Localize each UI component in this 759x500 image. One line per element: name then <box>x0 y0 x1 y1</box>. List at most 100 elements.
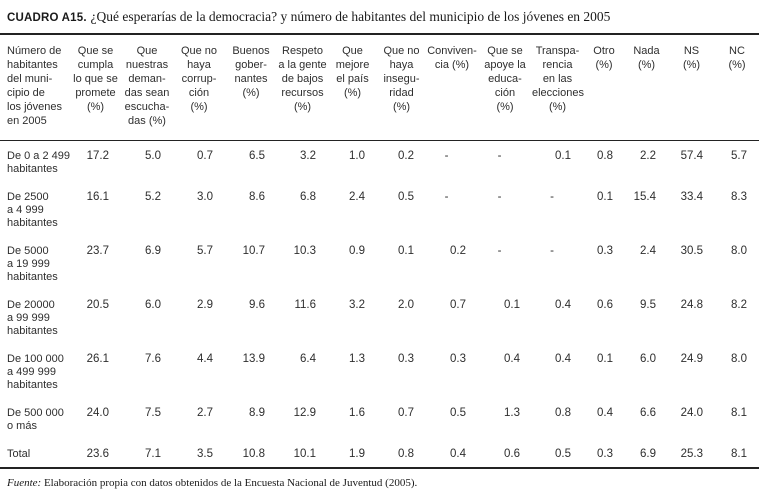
cell-value: 1.9 <box>349 448 365 460</box>
cell-value: 24.9 <box>680 353 703 365</box>
cell-value: 0.2 <box>398 150 414 162</box>
cell-value: 1.6 <box>349 407 365 419</box>
cell-value: - <box>497 245 502 257</box>
column-header: Otro (%) <box>583 34 625 141</box>
cell-value: 0.4 <box>597 407 613 419</box>
cell-value: 0.5 <box>555 448 571 460</box>
table-row: De 500 000 o más 24.0 7.5 2.7 8.9 12.9 1.6 0.7 0… <box>0 392 759 433</box>
cell-value: 2.9 <box>197 299 213 311</box>
source-label: Fuente: <box>7 477 42 489</box>
cell-value: 5.7 <box>197 245 213 257</box>
cell-value: 8.2 <box>731 299 747 311</box>
cell-value: 8.0 <box>731 245 747 257</box>
cell-value: 0.3 <box>597 245 613 257</box>
cell-value: 2.4 <box>349 191 365 203</box>
cell-value: 3.2 <box>349 299 365 311</box>
column-header: Buenos gober- nantes (%) <box>225 34 277 141</box>
cell-value: - <box>550 245 554 257</box>
table-number-label: CUADRO A15. <box>7 12 87 24</box>
cell-value: 23.7 <box>86 245 109 257</box>
cell-value: - <box>550 191 554 203</box>
column-header-rowlabel: Número de habitantes del muni- cipio de … <box>0 34 70 141</box>
cell-value: 6.0 <box>145 299 161 311</box>
column-header: Que se cumpla lo que se promete (%) <box>70 34 121 141</box>
cell-value: 57.4 <box>680 150 703 162</box>
cell-value: 0.6 <box>597 299 613 311</box>
cell-value: 3.5 <box>197 448 213 460</box>
cell-value: 0.6 <box>504 448 520 460</box>
cell-value: 6.0 <box>640 353 656 365</box>
cell-value: 0.5 <box>450 407 466 419</box>
table-row: De 20000 a 99 999 habitantes 20.5 6.0 2.9 9.… <box>0 284 759 338</box>
cell-value: 8.1 <box>731 448 747 460</box>
table-title-text: ¿Qué esperarías de la democracia? y núme… <box>90 9 611 24</box>
column-header: Nada (%) <box>625 34 668 141</box>
cell-value: 0.7 <box>197 150 213 162</box>
cell-value: 0.1 <box>504 299 520 311</box>
row-label: De 0 a 2 499 habitantes <box>7 150 70 175</box>
column-header: Que no haya corrup- ción (%) <box>173 34 225 141</box>
cell-value: 2.2 <box>640 150 656 162</box>
table-row: De 2500 a 4 999 habitantes 16.1 5.2 3.0 8.6 6… <box>0 176 759 230</box>
cell-value: 1.0 <box>349 150 365 162</box>
source-text: Elaboración propia con datos obtenidos d… <box>41 477 418 489</box>
cell-value: 0.1 <box>597 353 613 365</box>
table-body: De 0 a 2 499 habitantes 17.2 5.0 0.7 6.5 3.2 1… <box>0 141 759 469</box>
cell-value: 0.7 <box>450 299 466 311</box>
cell-value: 7.6 <box>145 353 161 365</box>
cell-value: 5.2 <box>145 191 161 203</box>
source-note: Fuente: Elaboración propia con datos obt… <box>0 469 759 500</box>
column-header: Transpa- rencia en las elecciones (%) <box>532 34 584 141</box>
cell-value: 0.9 <box>349 245 365 257</box>
cell-value: 4.4 <box>197 353 213 365</box>
cell-value: - <box>444 150 449 162</box>
cell-value: 13.9 <box>242 353 265 365</box>
cell-value: 0.4 <box>555 353 571 365</box>
column-header: Conviven- cia (%) <box>426 34 478 141</box>
cell-value: 1.3 <box>504 407 520 419</box>
cell-value: - <box>444 191 449 203</box>
cell-value: 5.0 <box>145 150 161 162</box>
cell-value: 0.4 <box>450 448 466 460</box>
header-row: Número de habitantes del muni- cipio de … <box>0 34 759 141</box>
cell-value: 0.5 <box>398 191 414 203</box>
table-row: Total 23.6 7.1 3.5 10.8 10.1 1.9 0.8 0.4 0.6 0.5 0.… <box>0 433 759 468</box>
cell-value: 7.5 <box>145 407 161 419</box>
cell-value: 8.3 <box>731 191 747 203</box>
cell-value: 8.6 <box>249 191 265 203</box>
cell-value: 33.4 <box>680 191 703 203</box>
cell-value: 0.1 <box>555 150 571 162</box>
cell-value: 8.1 <box>731 407 747 419</box>
cell-value: 0.4 <box>504 353 520 365</box>
row-label: De 5000 a 19 999 habitantes <box>7 245 58 283</box>
row-label: De 500 000 o más <box>7 407 64 432</box>
column-header: Que no haya insegu- ridad (%) <box>377 34 426 141</box>
cell-value: 6.4 <box>300 353 316 365</box>
cell-value: 10.1 <box>293 448 316 460</box>
cell-value: 30.5 <box>680 245 703 257</box>
cell-value: 2.7 <box>197 407 213 419</box>
cell-value: 8.9 <box>249 407 265 419</box>
column-header: Respeto a la gente de bajos recursos (%) <box>277 34 328 141</box>
column-header: Que mejore el país (%) <box>328 34 377 141</box>
table-row: De 100 000 a 499 999 habitantes 26.1 7.6 4.… <box>0 338 759 392</box>
cell-value: 10.3 <box>293 245 316 257</box>
cell-value: 11.6 <box>294 299 316 311</box>
cell-value: 6.6 <box>640 407 656 419</box>
cell-value: 10.8 <box>242 448 265 460</box>
cell-value: 0.8 <box>597 150 613 162</box>
cell-value: 26.1 <box>86 353 109 365</box>
cell-value: 8.0 <box>731 353 747 365</box>
row-label: Total <box>7 448 31 460</box>
cell-value: 0.4 <box>555 299 571 311</box>
cell-value: 3.2 <box>300 150 316 162</box>
cell-value: 24.8 <box>680 299 703 311</box>
cell-value: 5.7 <box>731 150 747 162</box>
cell-value: 0.7 <box>398 407 414 419</box>
cell-value: 15.4 <box>633 191 656 203</box>
column-header: Que nuestras deman- das sean escucha- da… <box>121 34 173 141</box>
table-title: CUADRO A15. ¿Qué esperarías de la democr… <box>0 0 759 33</box>
column-header: NC (%) <box>715 34 759 141</box>
table-row: De 5000 a 19 999 habitantes 23.7 6.9 5.7 10.… <box>0 230 759 284</box>
